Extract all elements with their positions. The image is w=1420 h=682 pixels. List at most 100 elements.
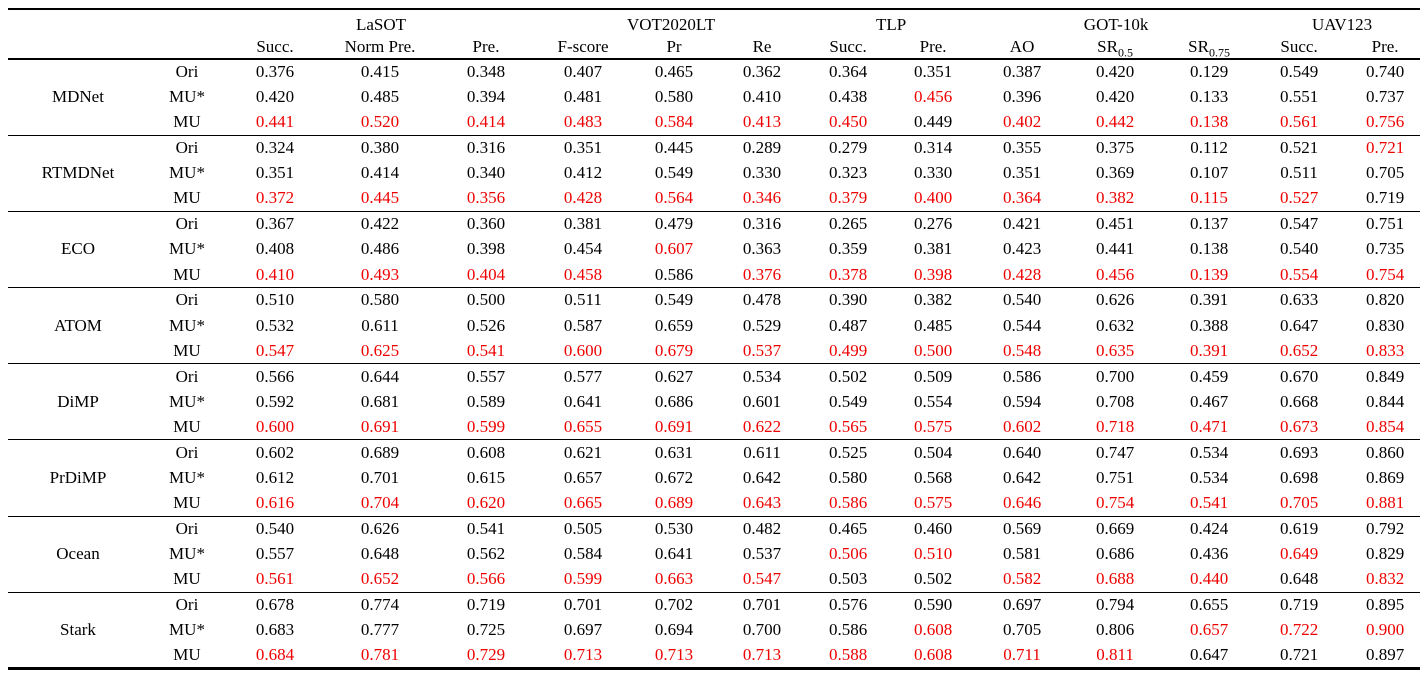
metric-value: 0.400 xyxy=(913,188,953,208)
metric-value: 0.394 xyxy=(466,87,506,107)
metric-value: 0.657 xyxy=(1189,620,1229,640)
metric-value: 0.711 xyxy=(1003,644,1041,664)
metric-value: 0.324 xyxy=(226,134,324,161)
metric-value: 0.382 xyxy=(1095,188,1135,208)
table-row: MU* 0.351 0.414 0.340 0.412 0.549 0.330 0.323 0.… xyxy=(8,161,1420,186)
metric-value: 0.642 xyxy=(1002,467,1042,487)
metric-value: 0.811 xyxy=(1096,644,1134,664)
table-row: MU* 0.557 0.648 0.562 0.584 0.641 0.537 0.506 0.… xyxy=(8,541,1420,566)
metric-value: 0.456 xyxy=(1095,264,1135,284)
metric-value: 0.719 xyxy=(1256,591,1343,618)
metric-value: 0.436 xyxy=(1189,544,1229,564)
metric-value: 0.420 xyxy=(255,87,295,107)
metric-value: 0.577 xyxy=(536,363,631,390)
metric-value: 0.621 xyxy=(536,439,631,466)
metric-value: 0.547 xyxy=(255,340,295,360)
metric-value: 0.701 xyxy=(360,467,400,487)
metric-value: 0.112 xyxy=(1162,134,1257,161)
metric-column-header: Pre. xyxy=(436,35,536,59)
metric-value: 0.467 xyxy=(1189,391,1229,411)
metric-value: 0.698 xyxy=(1279,467,1319,487)
metric-value: 0.607 xyxy=(654,239,694,259)
metric-value: 0.832 xyxy=(1365,569,1405,589)
metric-value: 0.398 xyxy=(466,239,506,259)
metric-value: 0.265 xyxy=(806,210,891,237)
metric-value: 0.382 xyxy=(890,287,977,313)
metric-column-header: F-score xyxy=(536,35,630,59)
metric-value: 0.747 xyxy=(1068,439,1163,466)
metric-value: 0.679 xyxy=(654,340,694,360)
metric-value: 0.547 xyxy=(742,569,782,589)
metric-value: 0.568 xyxy=(913,467,953,487)
metric-value: 0.672 xyxy=(654,467,694,487)
metric-value: 0.502 xyxy=(913,569,953,589)
table-row: PrDiMP Ori 0.602 0.689 0.608 0.621 0.631 0.611 0… xyxy=(8,439,1420,517)
metric-value: 0.641 xyxy=(654,544,694,564)
metric-value: 0.589 xyxy=(466,391,506,411)
dataset-group-header: UAV123 xyxy=(1312,15,1373,34)
metric-value: 0.700 xyxy=(1068,363,1163,390)
metric-value: 0.137 xyxy=(1162,210,1257,237)
variant-label: Ori xyxy=(148,210,226,237)
metric-value: 0.708 xyxy=(1095,391,1135,411)
metric-value: 0.701 xyxy=(718,591,807,618)
metric-value: 0.627 xyxy=(630,363,719,390)
variant-label: MU xyxy=(173,416,201,436)
metric-value: 0.774 xyxy=(324,591,436,618)
metric-value: 0.391 xyxy=(1189,340,1229,360)
metric-value: 0.420 xyxy=(1068,58,1163,85)
metric-value: 0.584 xyxy=(563,544,603,564)
metric-value: 0.445 xyxy=(360,188,400,208)
metric-value: 0.600 xyxy=(255,416,295,436)
metric-value: 0.408 xyxy=(255,239,295,259)
metric-label: Pr xyxy=(666,36,682,56)
metric-value: 0.521 xyxy=(1256,134,1343,161)
metric-value: 0.451 xyxy=(1068,210,1163,237)
metric-value: 0.619 xyxy=(1256,515,1343,542)
table-row: Ocean Ori 0.540 0.626 0.541 0.505 0.530 0.482 0.… xyxy=(8,515,1420,593)
variant-label: MU* xyxy=(169,315,205,335)
variant-label: MU xyxy=(173,569,201,589)
metric-label: Succ. xyxy=(829,36,867,56)
metric-label: Pre. xyxy=(472,36,500,56)
metric-value: 0.549 xyxy=(1256,58,1343,85)
metric-value: 0.500 xyxy=(913,340,953,360)
metric-value: 0.678 xyxy=(226,591,324,618)
metric-value: 0.340 xyxy=(466,163,506,183)
metric-value: 0.869 xyxy=(1365,467,1405,487)
metric-value: 0.540 xyxy=(976,287,1069,313)
metric-value: 0.561 xyxy=(1279,112,1319,132)
metric-value: 0.509 xyxy=(890,363,977,390)
metric-value: 0.346 xyxy=(742,188,782,208)
metric-value: 0.566 xyxy=(226,363,324,390)
metric-value: 0.668 xyxy=(1279,391,1319,411)
metric-value: 0.648 xyxy=(1279,569,1319,589)
metric-value: 0.276 xyxy=(890,210,977,237)
metric-value: 0.330 xyxy=(913,163,953,183)
metric-value: 0.445 xyxy=(630,134,719,161)
metric-column-header: Succ. xyxy=(226,35,324,59)
metric-value: 0.569 xyxy=(976,515,1069,542)
metric-value: 0.705 xyxy=(1365,163,1405,183)
tracker-name: DiMP xyxy=(8,363,148,440)
variant-label: MU* xyxy=(169,391,205,411)
metric-value: 0.689 xyxy=(324,439,436,466)
metric-value: 0.586 xyxy=(828,493,868,513)
metric-value: 0.505 xyxy=(536,515,631,542)
metric-value: 0.642 xyxy=(742,467,782,487)
metric-value: 0.534 xyxy=(1162,439,1257,466)
metric-value: 0.348 xyxy=(436,58,537,85)
metric-value: 0.379 xyxy=(828,188,868,208)
metric-value: 0.829 xyxy=(1365,544,1405,564)
metric-value: 0.588 xyxy=(828,644,868,664)
variant-label: Ori xyxy=(148,287,226,313)
metric-value: 0.115 xyxy=(1190,188,1228,208)
variant-label: MU* xyxy=(169,163,205,183)
metric-value: 0.564 xyxy=(654,188,694,208)
metric-value: 0.413 xyxy=(742,112,782,132)
metric-value: 0.635 xyxy=(1095,340,1135,360)
metric-value: 0.456 xyxy=(913,87,953,107)
metric-value: 0.362 xyxy=(718,58,807,85)
metric-value: 0.356 xyxy=(466,188,506,208)
metric-value: 0.381 xyxy=(536,210,631,237)
